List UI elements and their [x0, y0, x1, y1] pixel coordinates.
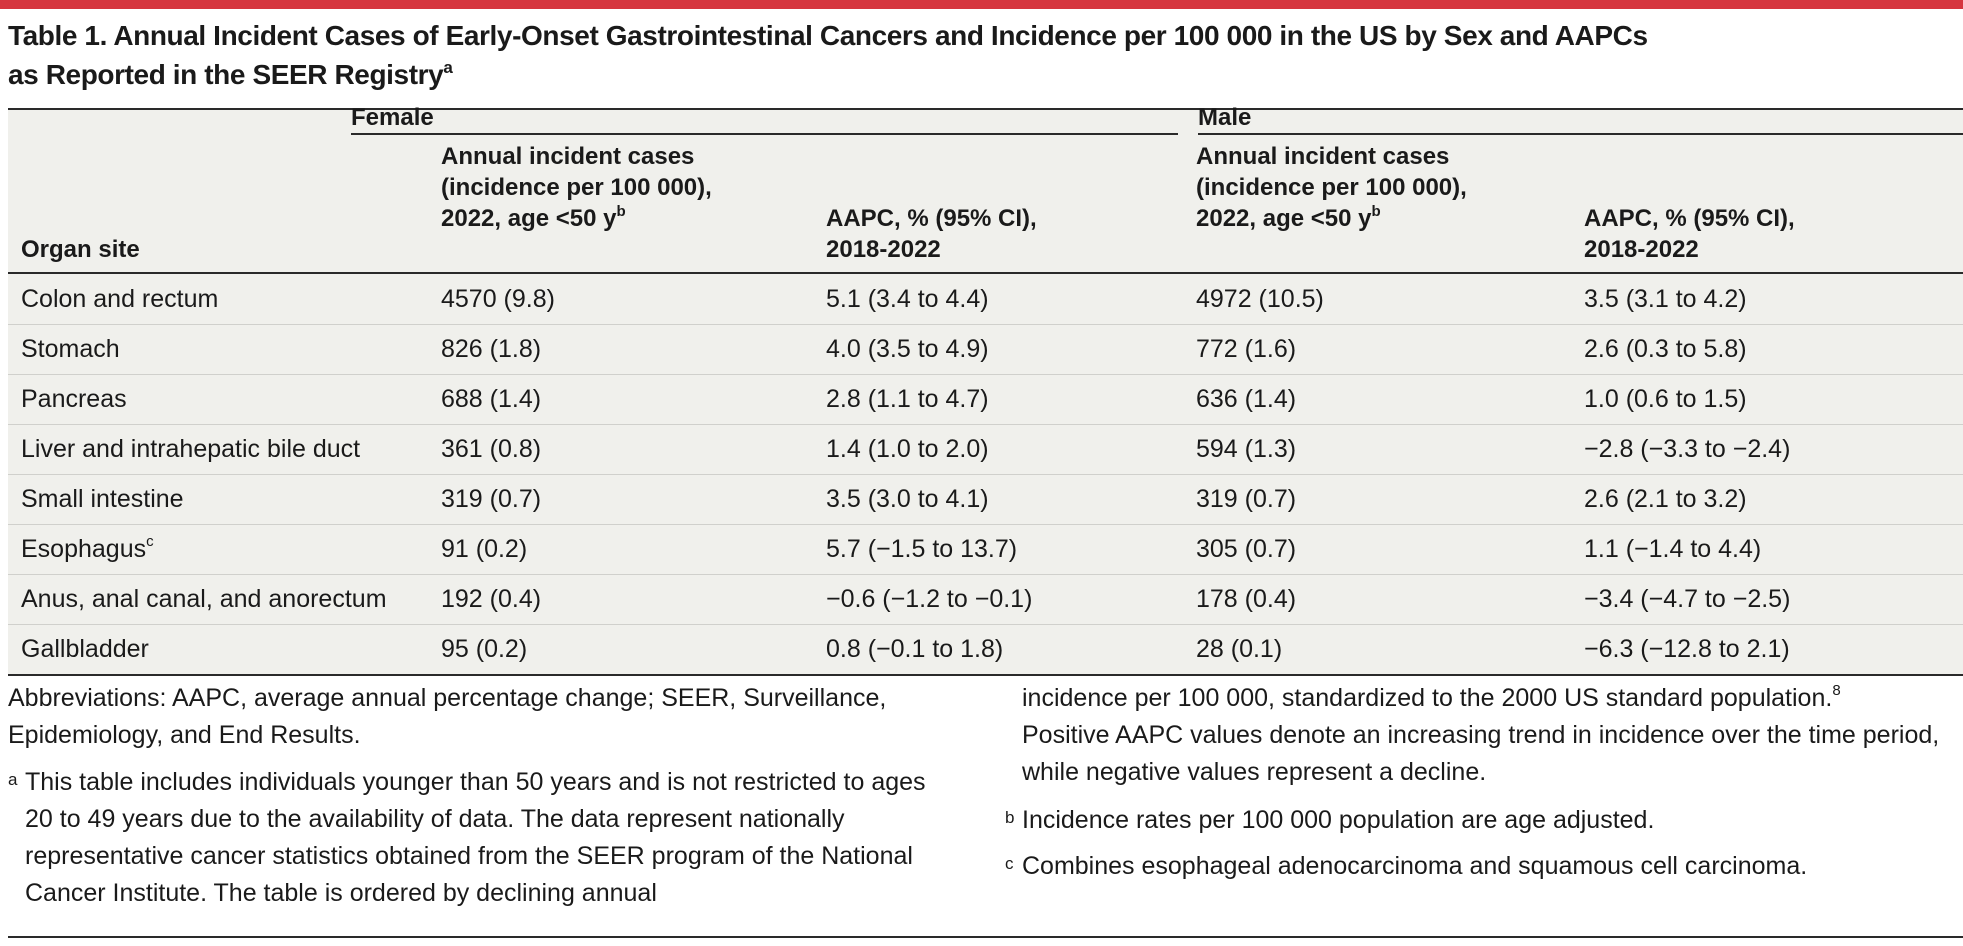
- table-title-line1: Table 1. Annual Incident Cases of Early-…: [8, 20, 1648, 51]
- cell-male-aapc: −6.3 (−12.8 to 2.1): [1584, 635, 1790, 663]
- header-male-aapc: AAPC, % (95% CI), 2018-2022: [1584, 205, 1795, 263]
- cell-male-cases: 178 (0.4): [1196, 585, 1297, 613]
- cell-male-aapc: 3.5 (3.1 to 4.2): [1584, 285, 1747, 313]
- footnote-c: c Combines esophageal adenocarcinoma and…: [1005, 848, 1955, 885]
- cell-female-aapc: −0.6 (−1.2 to −0.1): [826, 585, 1033, 613]
- cell-male-cases: 319 (0.7): [1196, 485, 1297, 513]
- cell-male-aapc: 2.6 (2.1 to 3.2): [1584, 485, 1747, 513]
- footnote-a-marker: a: [8, 770, 18, 789]
- cell-organ-site: Gallbladder: [21, 635, 149, 663]
- table-title-line2: as Reported in the SEER Registrya: [8, 58, 453, 90]
- cell-male-cases: 4972 (10.5): [1196, 285, 1324, 313]
- cell-organ-site: Colon and rectum: [21, 285, 219, 313]
- table-row: Pancreas 688 (1.4) 2.8 (1.1 to 4.7) 636 …: [8, 374, 1963, 425]
- cell-female-cases: 192 (0.4): [441, 585, 542, 613]
- header-female-cases: Annual incident cases (incidence per 100…: [441, 143, 712, 232]
- header-female-aapc: AAPC, % (95% CI), 2018-2022: [826, 205, 1037, 263]
- cell-female-cases: 319 (0.7): [441, 485, 542, 513]
- cell-female-aapc: 5.7 (−1.5 to 13.7): [826, 535, 1018, 563]
- table-row: Anus, anal canal, and anorectum 192 (0.4…: [8, 574, 1963, 625]
- cell-organ-site: Esophagusc: [21, 533, 154, 563]
- data-table: Female Male Organ site Annual incident c…: [8, 104, 1963, 676]
- cell-male-cases: 636 (1.4): [1196, 385, 1297, 413]
- reference-marker: 8: [1832, 682, 1841, 699]
- footnote-b-marker: b: [1005, 808, 1015, 827]
- cell-female-cases: 4570 (9.8): [441, 285, 555, 313]
- cell-male-aapc: 1.0 (0.6 to 1.5): [1584, 385, 1747, 413]
- footnote-a-text: This table includes individuals younger …: [25, 768, 926, 907]
- cell-female-aapc: 3.5 (3.0 to 4.1): [826, 485, 989, 513]
- header-body-rule: [8, 272, 1963, 274]
- footnote-b: b Incidence rates per 100 000 population…: [1005, 802, 1955, 839]
- esophagus-footnote-marker: c: [146, 533, 154, 550]
- cell-organ-site: Pancreas: [21, 385, 127, 413]
- header-male: Male: [1198, 104, 1252, 131]
- top-accent-bar: [0, 0, 1963, 9]
- footnote-c-marker: c: [1005, 854, 1014, 873]
- bottom-rule: [8, 936, 1963, 938]
- header-organ-site: Organ site: [21, 236, 140, 263]
- table-row: Gallbladder 95 (0.2) 0.8 (−0.1 to 1.8) 2…: [8, 624, 1963, 674]
- cell-male-aapc: 2.6 (0.3 to 5.8): [1584, 335, 1747, 363]
- table-row: Stomach 826 (1.8) 4.0 (3.5 to 4.9) 772 (…: [8, 324, 1963, 375]
- footnote-a: a This table includes individuals younge…: [8, 764, 958, 912]
- cell-female-cases: 91 (0.2): [441, 535, 528, 563]
- cell-male-aapc: 1.1 (−1.4 to 4.4): [1584, 535, 1762, 563]
- footnote-a-continued: incidence per 100 000, standardized to t…: [1022, 682, 1940, 786]
- table-row: Colon and rectum 4570 (9.8) 5.1 (3.4 to …: [8, 274, 1963, 325]
- cell-organ-site: Stomach: [21, 335, 120, 363]
- cell-male-aapc: −2.8 (−3.3 to −2.4): [1584, 435, 1791, 463]
- cell-female-cases: 826 (1.8): [441, 335, 542, 363]
- table-row: Small intestine 319 (0.7) 3.5 (3.0 to 4.…: [8, 474, 1963, 525]
- cell-female-cases: 95 (0.2): [441, 635, 528, 663]
- footnote-abbreviations: Abbreviations: AAPC, average annual perc…: [8, 684, 887, 749]
- cell-female-aapc: 1.4 (1.0 to 2.0): [826, 435, 989, 463]
- cell-male-cases: 772 (1.6): [1196, 335, 1297, 363]
- header-female: Female: [351, 104, 434, 131]
- footnote-c-text: Combines esophageal adenocarcinoma and s…: [1022, 852, 1808, 880]
- cell-female-cases: 688 (1.4): [441, 385, 542, 413]
- cell-organ-site: Anus, anal canal, and anorectum: [21, 585, 387, 613]
- cell-male-aapc: −3.4 (−4.7 to −2.5): [1584, 585, 1791, 613]
- cell-female-aapc: 4.0 (3.5 to 4.9): [826, 335, 989, 363]
- table-row: Liver and intrahepatic bile duct 361 (0.…: [8, 424, 1963, 475]
- cell-male-cases: 305 (0.7): [1196, 535, 1297, 563]
- cell-organ-site: Liver and intrahepatic bile duct: [21, 435, 361, 463]
- table-row: Esophagusc 91 (0.2) 5.7 (−1.5 to 13.7) 3…: [8, 524, 1963, 575]
- cell-organ-site: Small intestine: [21, 485, 184, 513]
- table-title: Table 1. Annual Incident Cases of Early-…: [8, 16, 1908, 94]
- cell-male-cases: 594 (1.3): [1196, 435, 1297, 463]
- cell-female-cases: 361 (0.8): [441, 435, 542, 463]
- header-male-cases: Annual incident cases (incidence per 100…: [1196, 143, 1467, 232]
- male-group-rule: [1198, 133, 1963, 135]
- cell-female-aapc: 5.1 (3.4 to 4.4): [826, 285, 989, 313]
- title-footnote-marker: a: [443, 58, 453, 77]
- cell-male-cases: 28 (0.1): [1196, 635, 1283, 663]
- female-group-rule: [351, 133, 1178, 135]
- footnote-b-text: Incidence rates per 100 000 population a…: [1022, 806, 1655, 834]
- cell-female-aapc: 2.8 (1.1 to 4.7): [826, 385, 989, 413]
- cell-female-aapc: 0.8 (−0.1 to 1.8): [826, 635, 1004, 663]
